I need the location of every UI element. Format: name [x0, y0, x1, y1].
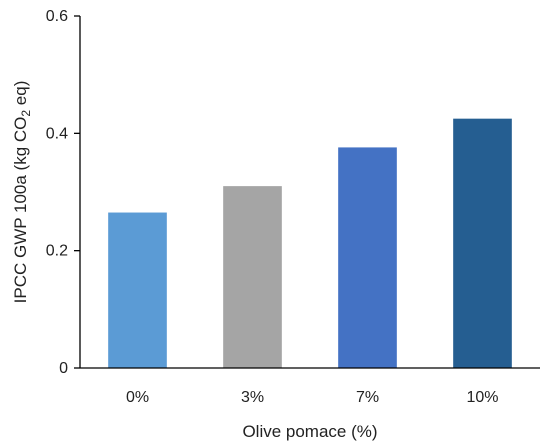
y-ticks-group: 0 0.2 0.4 0.6 [46, 8, 80, 377]
y-axis-title-subscript: 2 [19, 110, 33, 117]
y-axis-title-main: IPCC GWP 100a (kg CO [11, 117, 30, 304]
x-tick-label: 10% [466, 389, 498, 406]
bar-7pct [338, 147, 397, 368]
bar-0pct [108, 212, 167, 368]
y-tick-label: 0.6 [46, 8, 68, 25]
bars-group [108, 118, 512, 369]
x-tick-label: 0% [126, 389, 149, 406]
y-tick-label: 0.2 [46, 243, 68, 260]
x-tick-label: 7% [356, 389, 379, 406]
y-axis-title-suffix: eq) [11, 81, 30, 110]
y-tick-label: 0.4 [46, 125, 68, 142]
x-tick-label: 3% [241, 389, 264, 406]
y-axis-title: IPCC GWP 100a (kg CO2 eq) [11, 81, 33, 304]
x-ticks-group: 0% 3% 7% 10% [126, 389, 499, 406]
bar-3pct [223, 186, 282, 368]
x-axis-title: Olive pomace (%) [242, 422, 377, 441]
bar-10pct [453, 118, 512, 369]
y-tick-label: 0 [59, 360, 68, 377]
